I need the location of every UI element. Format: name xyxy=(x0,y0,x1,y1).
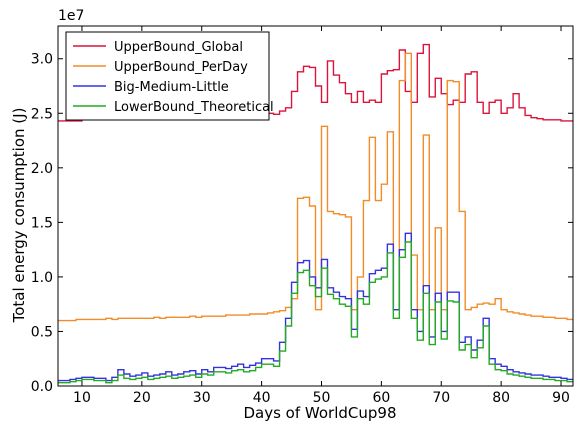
legend-label-0: UpperBound_Global xyxy=(114,40,243,55)
y-tick-label: 1.5 xyxy=(31,215,53,231)
x-tick-label: 80 xyxy=(492,390,510,406)
y-tick-label: 1.0 xyxy=(31,270,53,286)
y-tick-label: 2.5 xyxy=(31,106,53,122)
x-tick-label: 90 xyxy=(552,390,570,406)
x-tick-label: 30 xyxy=(193,390,211,406)
legend-label-3: LowerBound_Theoretical xyxy=(114,100,274,115)
legend-label-1: UpperBound_PerDay xyxy=(114,60,248,75)
x-tick-label: 20 xyxy=(133,390,151,406)
x-tick-label: 50 xyxy=(313,390,331,406)
series-line-1 xyxy=(58,52,573,322)
y-multiplier-label: 1e7 xyxy=(58,8,84,24)
y-tick-label: 0.5 xyxy=(31,324,53,340)
y-tick-label: 3.0 xyxy=(31,52,53,68)
x-tick-label: 70 xyxy=(432,390,450,406)
legend: UpperBound_Global UpperBound_PerDay Big-Me… xyxy=(65,31,274,121)
x-tick-label: 40 xyxy=(253,390,271,406)
x-tick-label: 60 xyxy=(372,390,390,406)
x-axis-label: Days of WorldCup98 xyxy=(243,404,396,422)
y-axis-label: Total energy consumption (J) xyxy=(10,108,28,324)
plot-frame xyxy=(57,25,574,387)
legend-label-2: Big-Medium-Little xyxy=(114,80,229,95)
x-tick-label: 10 xyxy=(73,390,91,406)
y-tick-label: 0.0 xyxy=(31,379,53,395)
series-layer xyxy=(58,43,573,384)
y-tick-label: 2.0 xyxy=(31,161,53,177)
series-line-2 xyxy=(58,232,573,382)
ticks-layer: 10 20 30 40 50 60 70 80 90 0.0 0.5 1.0 1.5 2.0 2.5 3.0 xyxy=(31,26,573,406)
series-line-3 xyxy=(58,241,573,384)
